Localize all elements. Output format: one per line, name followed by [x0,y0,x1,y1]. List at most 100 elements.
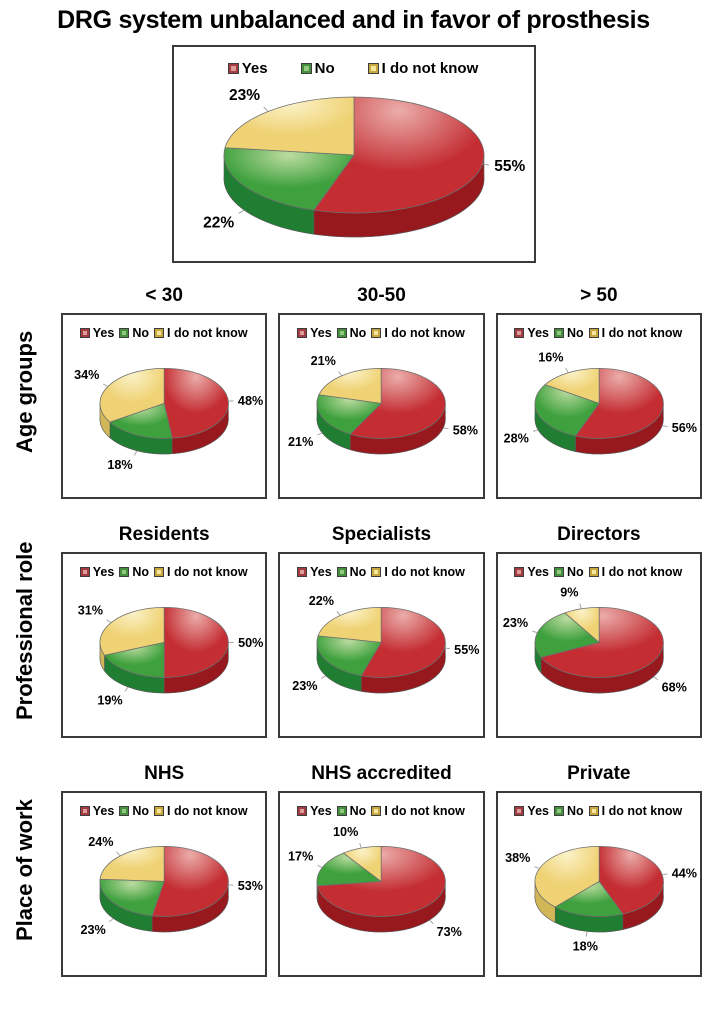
chart-panel: Yes No I do not know 68% 23% 9% [495,552,702,738]
percent-label: 73% [437,925,462,939]
percent-label: 34% [74,368,99,382]
chart-cell: 30-50 Yes No I do not know 58% 21% 21% [278,285,485,499]
percent-label: 23% [503,616,528,630]
legend: Yes No I do not know [280,793,482,821]
legend-label: Yes [92,565,115,579]
legend-item: I do not know [372,326,465,340]
legend-label: I do not know [384,804,465,818]
legend: Yes No I do not know [280,315,482,343]
legend-item: I do not know [155,326,248,340]
legend: Yes No I do not know [63,315,265,343]
percent-label: 53% [238,879,263,893]
pie-slice [223,147,355,211]
legend-swatch-icon [80,329,89,337]
figure-title: DRG system unbalanced and in favor of pr… [57,6,650,34]
chart-panel: Yes No I do not know 56% 28% 16% [495,313,702,499]
legend-item: No [337,326,366,340]
legend-item: Yes [515,565,549,579]
legend-swatch-icon [372,807,381,815]
chart-cell: Specialists Yes No I do not know 55% 23% 2… [278,524,485,738]
legend-item: No [554,326,584,340]
percent-label: 23% [229,87,260,104]
legend-item: I do not know [589,804,682,818]
legend-swatch-icon [155,568,163,576]
legend-swatch-icon [120,329,129,337]
legend-swatch-icon [80,568,89,576]
legend-item: Yes [80,565,115,579]
legend-item: No [337,565,367,579]
percent-label: 22% [309,594,334,608]
pie-slice [543,368,600,404]
percent-label: 18% [107,458,132,472]
legend-item: Yes [298,565,332,579]
legend-label: Yes [92,326,115,340]
percent-label: 55% [455,643,480,657]
legend-swatch-icon [337,329,346,337]
legend-swatch-icon [372,329,381,337]
chart-cell: < 30 Yes No I do not know 48% 18% 34% [61,285,268,499]
pie-slice [574,368,664,439]
pie-chart: 68% 23% 9% [503,586,687,695]
legend-swatch-icon [589,807,598,815]
pie-slice [349,368,446,439]
percent-label: 19% [97,693,122,707]
legend-swatch-icon [301,64,311,73]
percent-label: 23% [80,923,105,937]
percent-label: 9% [560,586,578,600]
legend: Yes No I do not know [280,554,482,582]
legend-swatch-icon [372,568,381,576]
legend-item: I do not know [155,804,248,818]
legend: Yes No I do not know [63,793,265,821]
chart-panel: Yes No I do not know 55% 23% 22% [278,552,485,738]
legend-swatch-icon [554,807,563,815]
legend-label: Yes [310,565,332,579]
legend-label: Yes [92,804,115,818]
pie-slice [534,384,600,437]
legend: Yes No I do not know [498,315,700,343]
legend-label: No [349,565,367,579]
pie-slice [224,96,354,156]
legend-swatch-icon [120,807,129,815]
chart-title: Residents [118,524,210,545]
pie-chart: 58% 21% 21% [288,354,478,455]
legend-label: No [566,565,584,579]
chart-panel: Yes No I do not know 53% 23% 24% [61,791,268,977]
pie-slice [540,607,664,678]
legend-label: I do not know [167,326,248,340]
percent-label: 22% [203,215,234,232]
legend-label: Yes [527,804,549,818]
pie-slice [316,635,383,677]
legend-item: I do not know [589,565,683,579]
pie-slice [99,607,165,656]
pie-slice [99,368,165,423]
pie-slice [534,846,600,908]
legend-item: I do not know [589,326,683,340]
legend-label: I do not know [384,326,465,340]
legend-item: Yes [298,326,332,340]
pie-chart: 50% 19% 31% [78,603,264,707]
legend-item: No [554,804,584,818]
legend-item: No [301,60,335,77]
legend-item: I do not know [155,565,248,579]
legend-swatch-icon [515,807,524,815]
legend-item: I do not know [372,565,465,579]
pie-chart: 56% 28% 16% [503,350,697,455]
legend: Yes No I do not know [63,554,265,582]
legend-label: I do not know [601,326,683,340]
chart-panel: Yes No I do not know 44% 18% 38% [495,791,702,977]
chart-title: Specialists [331,524,432,545]
legend-label: No [314,60,335,77]
percent-label: 24% [88,835,113,849]
legend-item: No [554,565,584,579]
legend-label: Yes [241,60,268,77]
percent-label: 44% [671,866,696,880]
pie-slice [598,846,664,915]
percent-label: 58% [453,424,478,438]
legend-item: Yes [515,326,549,340]
chart-panel: Yes No I do not know 58% 21% 21% [278,313,485,499]
percent-label: 55% [494,158,525,175]
pie-slice [151,846,229,917]
legend-label: I do not know [601,565,683,579]
pie-chart: 55% 23% 22% [293,594,480,694]
legend-swatch-icon [337,807,346,815]
